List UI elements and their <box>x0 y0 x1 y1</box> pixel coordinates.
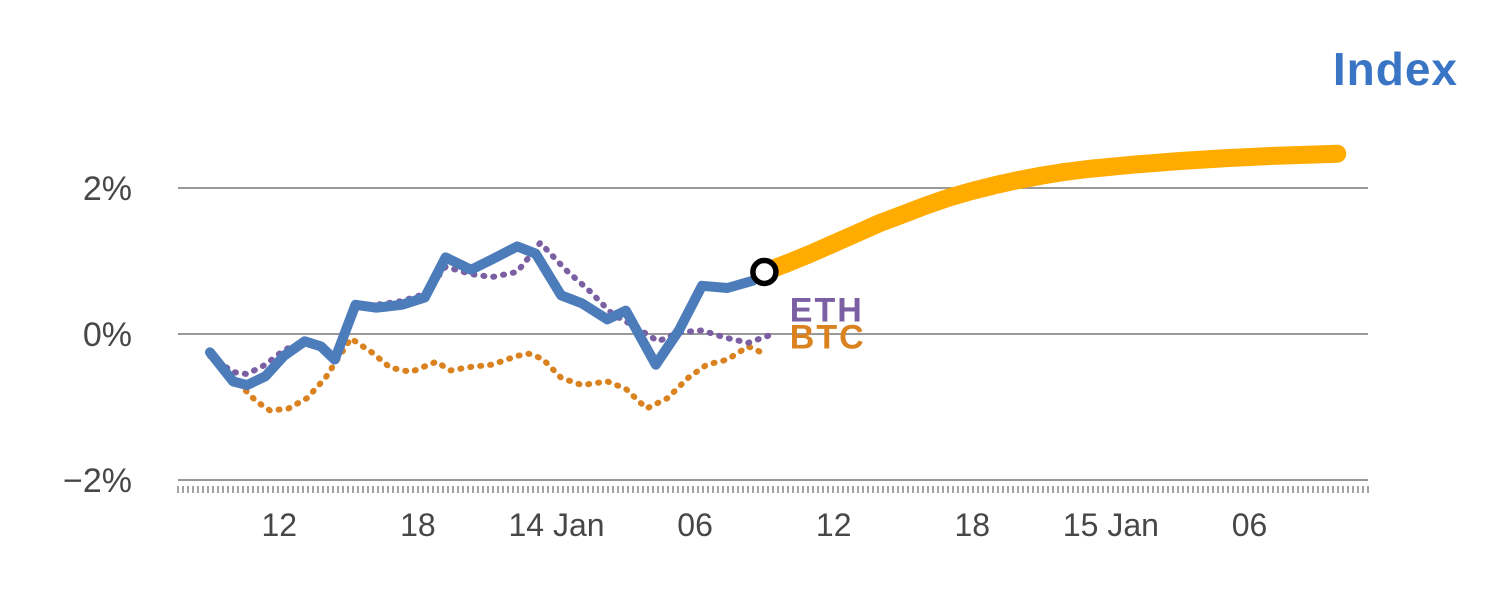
forecast-start-marker <box>750 257 779 287</box>
y-tick-label: 2% <box>83 170 132 208</box>
x-tick-label: 06 <box>1232 507 1268 543</box>
x-tick-label: 06 <box>677 507 713 543</box>
y-tick-label: 0% <box>83 316 132 354</box>
series-line-index <box>205 241 770 391</box>
series-line-index-forecast <box>755 144 1347 281</box>
x-tick-label: 12 <box>262 507 298 543</box>
x-tick-label: 18 <box>400 507 436 543</box>
series-label-eth: ETH <box>790 292 864 330</box>
x-tick-label: 18 <box>955 507 991 543</box>
series-label-btc: BTC <box>790 319 866 357</box>
chart-title: Index <box>1332 43 1458 95</box>
x-tick-label: 14 Jan <box>508 507 604 543</box>
y-tick-label: −2% <box>63 462 132 500</box>
x-tick-label: 15 Jan <box>1063 507 1159 543</box>
series-line-btc <box>207 335 768 414</box>
x-tick-label: 12 <box>816 507 852 543</box>
